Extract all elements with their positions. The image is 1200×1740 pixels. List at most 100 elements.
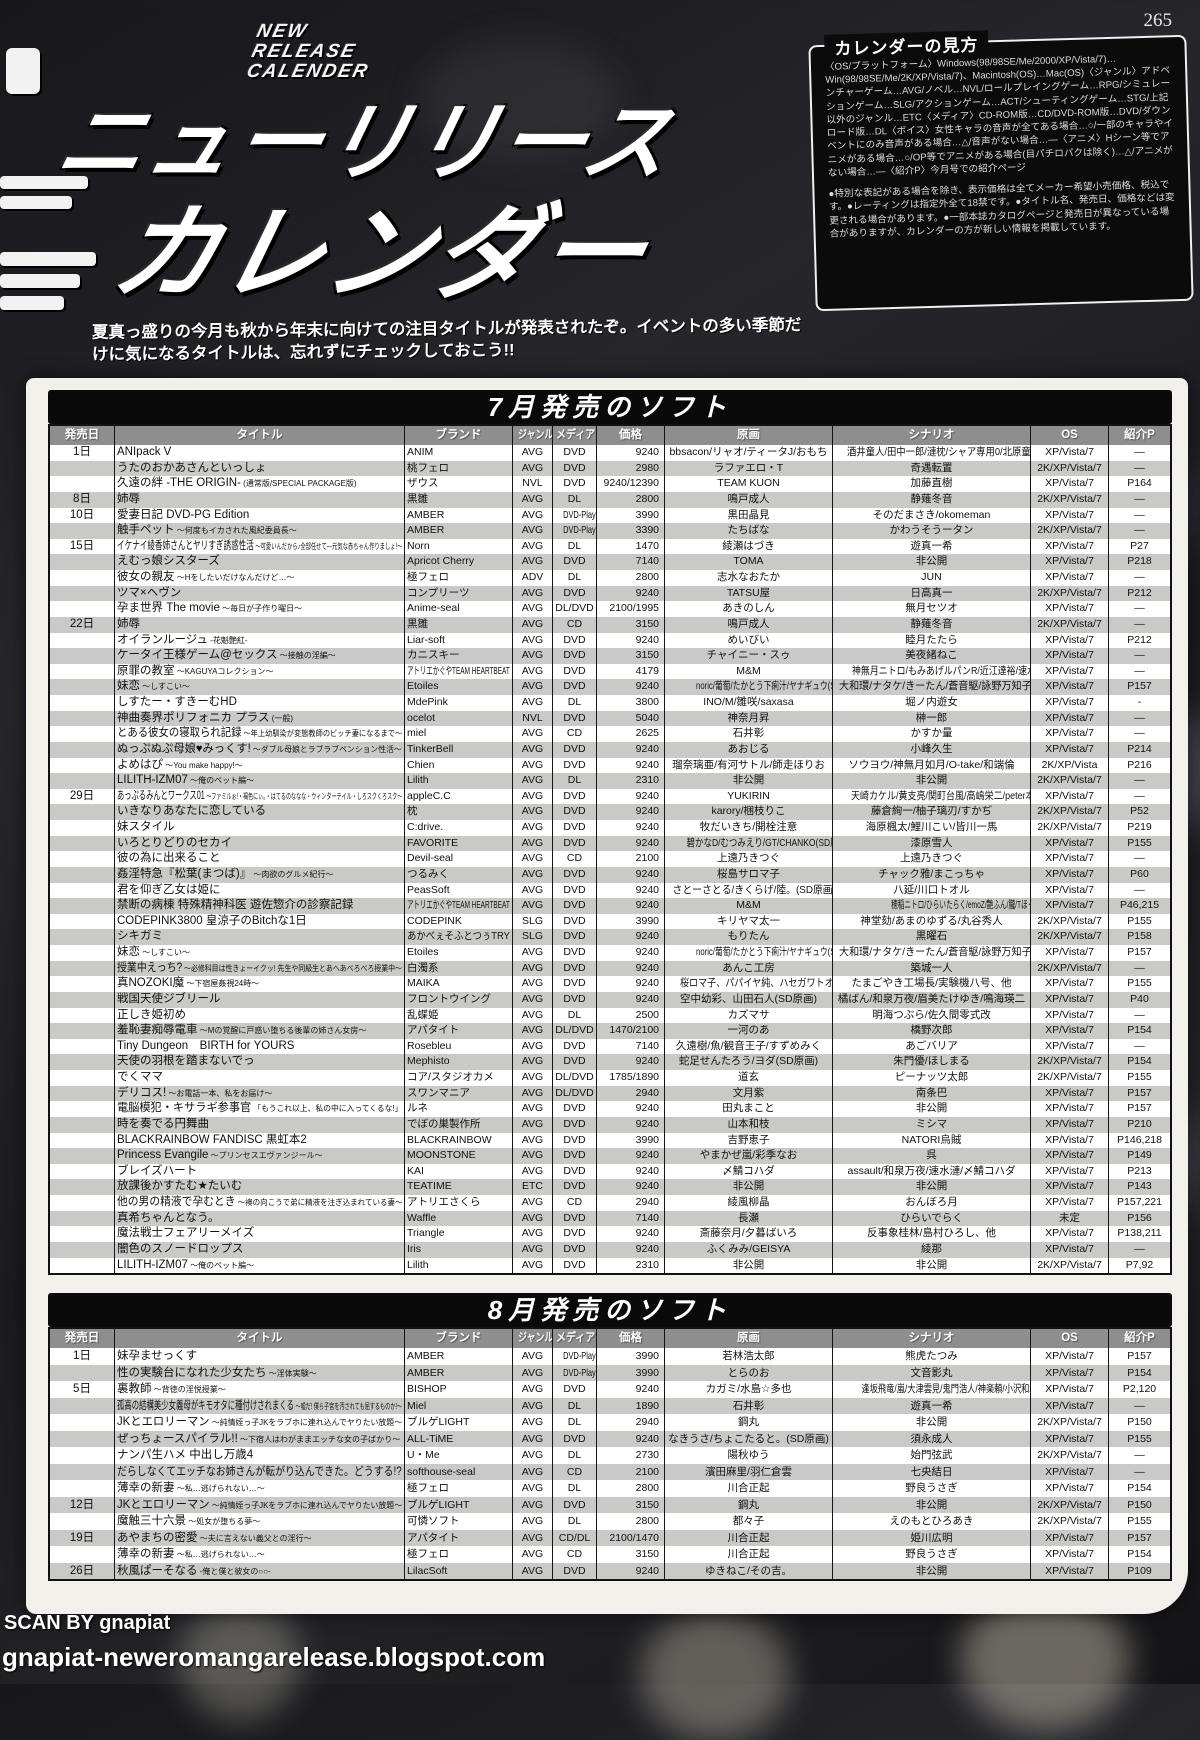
cell-genre: AVG	[512, 1195, 552, 1211]
cell-brand: Devil-seal	[404, 851, 512, 867]
cell-price: 9240	[596, 991, 664, 1008]
cell-release-date	[50, 523, 114, 539]
table-row: 君を仰ぎ乙女は姫に PeasSoft AVG DVD 9240 さとーさとる/きくらげ/陸…	[50, 882, 1170, 899]
column-header: シナリオ	[832, 1329, 1030, 1348]
cell-title: 君を仰ぎ乙女は姫に	[114, 882, 404, 899]
cell-scenario: 非公開	[832, 1414, 1030, 1431]
cell-title: 正しき姫初め	[114, 1007, 404, 1024]
cell-release-date	[50, 867, 114, 883]
cell-intro-page: P157	[1108, 679, 1170, 695]
cell-os: 2K/XP/Vista/7	[1030, 913, 1108, 930]
cell-scenario: 七央結日	[832, 1463, 1030, 1480]
cell-intro-page: —	[1108, 851, 1170, 867]
table-row: 正しき姫初め 乱蝶姫 AVG DL 2500 カズマサ 明海つぶら/佐久間零式改 XP/Vis…	[50, 1007, 1170, 1024]
cell-intro-page: P154	[1108, 1480, 1170, 1497]
cell-release-date	[50, 1480, 114, 1497]
cell-media: DL	[552, 1397, 596, 1414]
cell-release-date	[50, 1546, 114, 1563]
cell-brand: appleC.C	[404, 788, 512, 805]
cell-scenario: 美夜緒ねこ	[832, 648, 1030, 664]
cell-title: 孕ま世界 The movie 〜毎日が子作り曜日〜	[114, 601, 404, 617]
table-row: うたのおかあさんといっしょ 桃フェロ AVG DVD 2980 ラファエロ・T 奇遇転置 2K…	[50, 460, 1170, 477]
cell-media: DL/DVD	[552, 1070, 596, 1086]
cell-os: 2K/XP/Vista/7	[1030, 616, 1108, 633]
cell-artist: 蛇足せんたろう/ヨダ(SD原画)	[664, 1054, 832, 1070]
cell-intro-page: P154	[1108, 1054, 1170, 1070]
table-row: 禁断の病棟 特殊精神科医 遊佐惣介の診察記録 アトリエかぐやTEAM HEARTB…	[50, 898, 1170, 914]
cell-os: 2K/XP/Vista/7	[1030, 804, 1108, 820]
cell-release-date	[50, 1226, 114, 1242]
cell-scenario: おんぼろ月	[832, 1195, 1030, 1211]
cell-release-date	[50, 726, 114, 742]
cell-os: XP/Vista/7	[1030, 476, 1108, 492]
cell-release-date	[50, 633, 114, 649]
cell-brand: Iris	[404, 1241, 512, 1258]
cell-price: 9240	[596, 1562, 664, 1579]
cell-artist: 鋼丸	[664, 1496, 832, 1513]
cell-release-date	[50, 1101, 114, 1117]
cell-release-date: 5日	[73, 1383, 91, 1395]
cell-media: DVD	[552, 1210, 596, 1227]
cell-title: 姉辱	[114, 491, 404, 508]
column-header: OS	[1030, 1329, 1108, 1348]
cell-media: DVD-Player	[552, 1348, 596, 1365]
cell-artist: やまかぜ嵐/彩季なお	[664, 1148, 832, 1164]
cell-artist: 〆鯖コハダ	[664, 1163, 832, 1180]
cell-artist: めいびい	[664, 632, 832, 649]
cell-title: 妹孕ませっくす	[114, 1348, 404, 1365]
cell-os: 2K/XP/Vista/7	[1030, 773, 1108, 789]
cell-title: JKとエロリーマン 〜純情姪っ子JKをラブホに連れ込んでヤりたい放題〜	[114, 1414, 404, 1431]
cell-intro-page: P155	[1108, 1430, 1170, 1447]
cell-release-date	[50, 586, 114, 602]
cell-artist: カガミ/水島☆多也	[664, 1381, 832, 1398]
table-row: 29日 あっぷるみんとワークス01 〜ファミルぉ!・褐色にぃ。・はてるのななな・ウ…	[50, 788, 1170, 805]
cell-genre: ETC	[512, 1179, 552, 1195]
cell-media: DVD	[552, 1179, 596, 1195]
cell-intro-page: P155	[1108, 1070, 1170, 1086]
cell-price: 2940	[596, 1195, 664, 1211]
cell-os: 2K/XP/Vista/7	[1030, 523, 1108, 539]
cell-title: ツマ×ヘヴン	[114, 585, 404, 602]
cell-price: 7140	[596, 554, 664, 570]
cell-intro-page: P157	[1108, 945, 1170, 961]
table-row: デリコス! 〜お電話一本、私をお届け〜 スワンマニア AVG DL/DVD 2940 文月…	[50, 1085, 1170, 1102]
cell-brand: AMBER	[404, 1364, 512, 1381]
column-header: 紹介P	[1108, 426, 1170, 445]
cell-price: 3990	[596, 507, 664, 524]
cell-intro-page: P157	[1108, 1085, 1170, 1102]
cell-price: 9240	[596, 945, 664, 961]
cell-media: CD/DL	[552, 1529, 596, 1546]
cell-title: 真希ちゃんとなう。	[114, 1210, 404, 1227]
cell-scenario: 非公開	[832, 554, 1030, 570]
cell-os: XP/Vista/7	[1030, 1348, 1108, 1365]
cell-price: 9240	[596, 929, 664, 945]
cell-os: XP/Vista/7	[1030, 695, 1108, 711]
table-row: 戦国天使ジブリール フロントウイング AVG DVD 9240 空中幼彩、山田石人(SD原…	[50, 991, 1170, 1008]
cell-os: XP/Vista/7	[1030, 538, 1108, 555]
table-header-row: 発売日 タイトル ブランド ジャンル メディア 価格 原画 シナリオ OS 紹介P	[50, 426, 1170, 445]
cell-os: XP/Vista/7	[1030, 1195, 1108, 1211]
cell-artist: 濱田麻里/羽仁倉雲	[664, 1463, 832, 1480]
cell-brand: ブルゲLIGHT	[404, 1414, 512, 1431]
cell-media: DVD	[552, 882, 596, 899]
column-header: ジャンル	[512, 426, 552, 445]
cell-title: 真NOZOKI魔 〜下宿屋姦視24時〜	[114, 976, 404, 992]
table-row: とある彼女の寝取られ記録 〜年上幼馴染が変態教師のビッチ妻になるまで〜 miel A…	[50, 726, 1170, 742]
cell-media: DL	[552, 491, 596, 508]
column-header: 発売日	[64, 429, 100, 441]
cell-os: XP/Vista/7	[1030, 835, 1108, 852]
cell-media: DL/DVD	[552, 1085, 596, 1102]
cell-intro-page: P157	[1108, 1529, 1170, 1546]
table-row: 26日 秋風ぱーそなる -俺と僕と彼女の○○- LilacSoft AVG DVD 924…	[50, 1562, 1170, 1579]
cell-brand: TEATIME	[404, 1179, 512, 1195]
cell-title: だらしなくてエッチなお姉さんが転がり込んできた。どうする!?	[114, 1463, 404, 1480]
cell-artist: 綾風柳晶	[664, 1195, 832, 1211]
table-row: 時を奏でる円舞曲 でぼの巣製作所 AVG DVD 9240 山本和枝 ミシマ XP/Vista…	[50, 1116, 1170, 1133]
cell-scenario: 文音影丸	[832, 1364, 1030, 1381]
cell-genre: ADV	[512, 570, 552, 586]
cell-brand: Lilith	[404, 773, 512, 789]
cell-os: 2K/XP/Vista/7	[1030, 820, 1108, 836]
cell-intro-page: P154	[1108, 1364, 1170, 1381]
logo-deco-bar	[0, 196, 72, 209]
cell-genre: AVG	[512, 757, 552, 774]
